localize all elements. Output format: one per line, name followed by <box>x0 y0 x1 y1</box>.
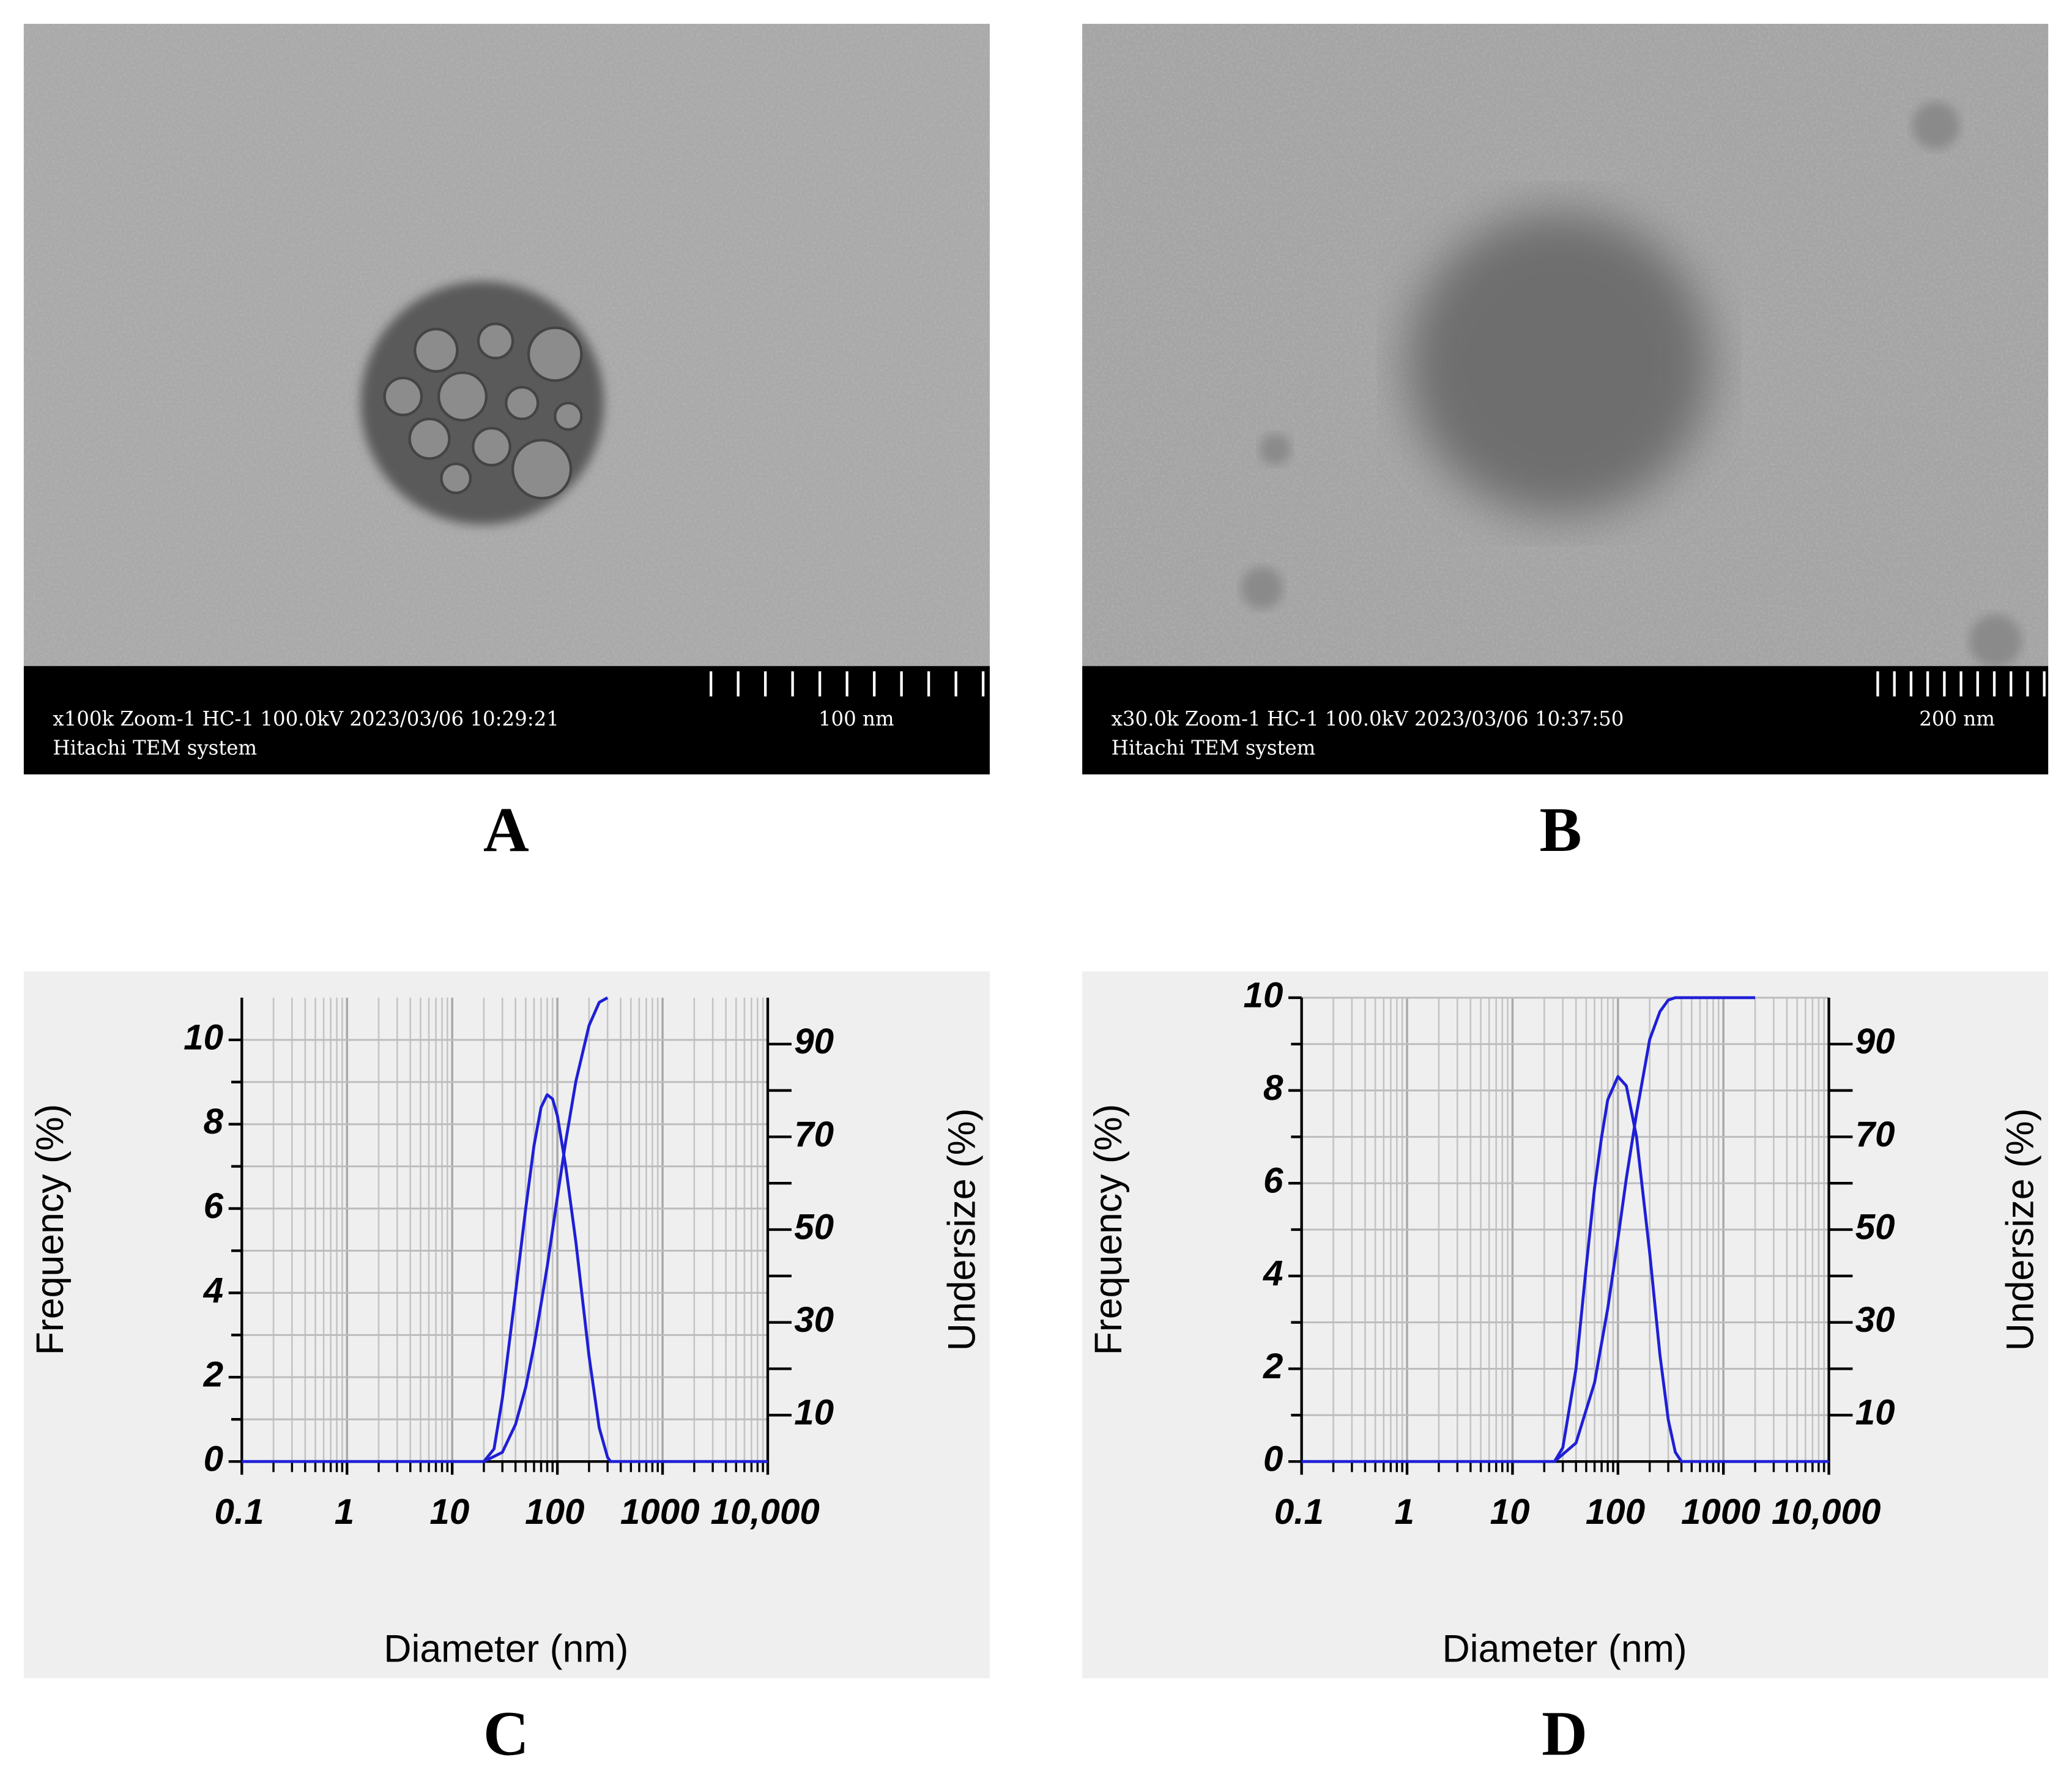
y-tick-label: 2 <box>203 1355 223 1395</box>
x-tick-label: 1 <box>335 1492 354 1532</box>
scale-label: 100 nm <box>819 707 894 730</box>
series-line <box>1553 996 1756 1463</box>
y2-axis-label: Undersize (%) <box>940 1108 983 1351</box>
x-tick-label: 0.1 <box>1274 1492 1324 1532</box>
y-tick-label: 10 <box>184 1017 223 1057</box>
panel-label: B <box>1539 795 1581 865</box>
x-tick-label: 100 <box>1586 1492 1645 1532</box>
tem-image-a <box>23 23 990 774</box>
panel-label: C <box>483 1699 529 1769</box>
series-line <box>1301 1075 1829 1463</box>
y2-tick-label: 50 <box>1855 1207 1895 1247</box>
chart-background <box>23 971 990 1679</box>
y-tick-label: 0 <box>204 1439 223 1479</box>
x-tick-label: 10 <box>1490 1492 1530 1532</box>
y2-axis-label: Undersize (%) <box>1999 1108 2042 1351</box>
image-system: Hitachi TEM system <box>1112 736 1316 759</box>
x-axis-label: Diameter (nm) <box>384 1628 628 1671</box>
x-tick-label: 0.1 <box>214 1492 264 1532</box>
scale-bar <box>1876 671 2046 697</box>
y2-tick-label: 30 <box>1855 1300 1895 1340</box>
y2-tick-label: 90 <box>1855 1022 1895 1061</box>
y2-tick-label: 90 <box>794 1022 834 1061</box>
panel-label: A <box>483 795 529 865</box>
y2-tick-label: 70 <box>1855 1115 1895 1154</box>
image-system: Hitachi TEM system <box>53 736 257 759</box>
y-tick-label: 10 <box>1244 975 1283 1015</box>
scale-label: 200 nm <box>1919 707 1995 730</box>
y2-tick-label: 70 <box>794 1115 834 1154</box>
y-tick-label: 8 <box>1263 1068 1283 1108</box>
series-line <box>483 996 609 1463</box>
x-tick-label: 1 <box>1395 1492 1414 1532</box>
y2-tick-label: 10 <box>794 1393 834 1433</box>
panel-label: D <box>1542 1699 1587 1769</box>
image-caption: x100k Zoom-1 HC-1 100.0kV 2023/03/06 10:… <box>53 707 559 730</box>
y-tick-label: 0 <box>1263 1439 1283 1479</box>
x-tick-label: 1000 <box>620 1492 700 1532</box>
x-tick-label: 1000 <box>1681 1492 1761 1532</box>
y-axis-label: Frequency (%) <box>1087 1104 1130 1356</box>
x-tick-label: 10,000 <box>711 1492 820 1532</box>
x-axis-label: Diameter (nm) <box>1442 1628 1687 1671</box>
y-tick-label: 6 <box>1263 1161 1283 1201</box>
image-caption: x30.0k Zoom-1 HC-1 100.0kV 2023/03/06 10… <box>1112 707 1624 730</box>
y-tick-label: 4 <box>203 1271 223 1310</box>
x-tick-label: 10 <box>429 1492 469 1532</box>
y-tick-label: 4 <box>1263 1253 1283 1293</box>
series-line <box>242 1093 768 1463</box>
y-tick-label: 2 <box>1263 1346 1283 1386</box>
x-tick-label: 100 <box>525 1492 584 1532</box>
y-tick-label: 8 <box>204 1102 224 1142</box>
tem-image-b <box>1082 23 2049 774</box>
x-tick-label: 10,000 <box>1772 1492 1881 1532</box>
chart-background <box>1082 971 2049 1679</box>
y-axis-label: Frequency (%) <box>29 1104 72 1356</box>
y-tick-label: 6 <box>204 1186 224 1226</box>
y2-tick-label: 30 <box>794 1300 834 1340</box>
y2-tick-label: 50 <box>794 1207 834 1247</box>
scale-bar <box>709 671 985 697</box>
y2-tick-label: 10 <box>1855 1393 1895 1433</box>
